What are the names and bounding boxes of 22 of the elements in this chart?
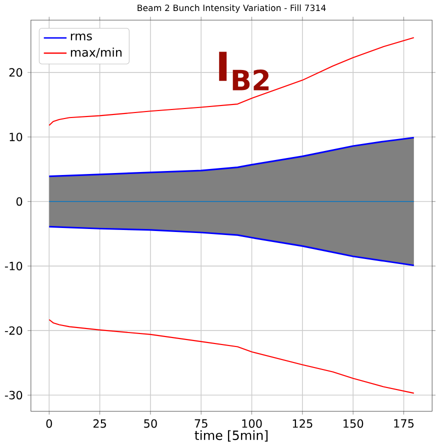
y-tick-label: -20 xyxy=(5,326,22,335)
line-series xyxy=(48,136,415,178)
x-tick-label: 150 xyxy=(344,419,364,428)
x-tick-label: 175 xyxy=(394,419,414,428)
x-tick-label: 125 xyxy=(293,419,312,428)
y-tick-label: 0 xyxy=(16,197,22,206)
x-tick-label: 0 xyxy=(46,419,52,428)
x-tick-label: 75 xyxy=(195,419,208,428)
x-tick-label: 100 xyxy=(242,419,262,428)
legend-label: rms xyxy=(71,34,92,40)
y-tick-label: -30 xyxy=(5,390,22,400)
line-series xyxy=(48,319,415,394)
x-axis-title: time [5min] xyxy=(194,430,268,442)
y-tick-label: -10 xyxy=(5,262,22,270)
chart-title: Beam 2 Bunch Intensity Variation - Fill 7314 xyxy=(138,4,326,13)
annotation: I$_{B2}$ xyxy=(219,52,269,90)
y-tick-label: 20 xyxy=(10,68,22,77)
x-tick-label: 50 xyxy=(144,419,158,428)
y-tick-label: 10 xyxy=(10,132,22,142)
legend-label: max/min xyxy=(71,48,122,58)
x-tick-label: 25 xyxy=(94,419,106,428)
line-series xyxy=(48,226,415,266)
